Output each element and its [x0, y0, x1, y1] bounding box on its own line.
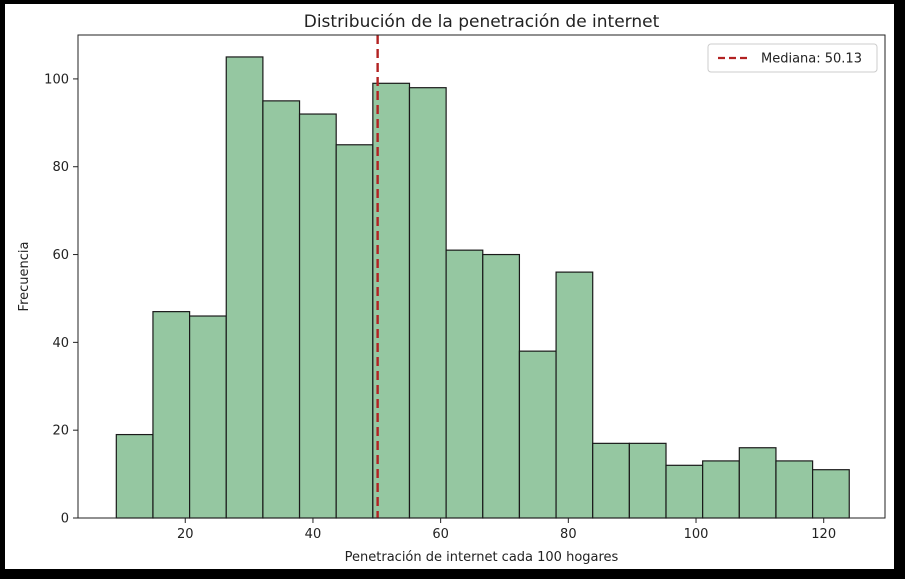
histogram-bar	[189, 315, 227, 519]
x-tick-label: 80	[560, 527, 577, 542]
legend: Mediana: 50.13	[707, 43, 878, 73]
histogram-bar	[702, 460, 740, 519]
histogram-bar	[518, 350, 557, 519]
histogram-bar	[738, 447, 777, 519]
histogram-bar	[115, 433, 154, 519]
x-tick-label: 120	[811, 527, 836, 542]
y-tick-label: 20	[52, 424, 69, 439]
y-tick-label: 0	[61, 512, 69, 527]
y-tick-label: 60	[52, 248, 69, 263]
x-axis-label: Penetración de internet cada 100 hogares	[345, 550, 619, 565]
x-tick-label: 20	[177, 527, 194, 542]
histogram-bar	[665, 464, 704, 519]
y-tick-label: 80	[52, 160, 69, 175]
x-tick-label: 40	[305, 527, 322, 542]
chart-frame: Distribución de la penetración de intern…	[5, 4, 894, 569]
histogram-bar	[152, 311, 191, 519]
histogram-bar	[445, 249, 484, 519]
histogram-bar	[298, 113, 337, 519]
bars-group	[115, 56, 850, 519]
y-axis-label: Frecuencia	[17, 242, 32, 312]
y-tick-label: 40	[52, 336, 69, 351]
histogram-bar	[335, 144, 374, 519]
histogram-bar	[592, 442, 630, 519]
x-axis-ticks: 20 40 60 80 100 120	[177, 518, 836, 542]
x-tick-label: 60	[432, 527, 449, 542]
plot-area-border	[77, 34, 886, 519]
x-tick-label: 100	[684, 527, 709, 542]
histogram-bar	[408, 87, 447, 519]
histogram-bar	[482, 253, 521, 519]
histogram-chart: Distribución de la penetración de intern…	[17, 12, 886, 565]
chart-title: Distribución de la penetración de intern…	[304, 12, 660, 32]
histogram-bar	[775, 460, 814, 519]
histogram-bar	[628, 442, 667, 519]
histogram-bar	[811, 469, 850, 519]
histogram-bar	[262, 100, 301, 519]
histogram-bar	[372, 82, 411, 519]
legend-box	[707, 43, 878, 73]
histogram-bar	[555, 271, 594, 519]
legend-median-label: Mediana: 50.13	[761, 52, 862, 67]
y-tick-label: 100	[44, 72, 69, 87]
y-axis-ticks: 0 20 40 60 80 100	[44, 72, 78, 527]
histogram-bar	[225, 56, 264, 519]
